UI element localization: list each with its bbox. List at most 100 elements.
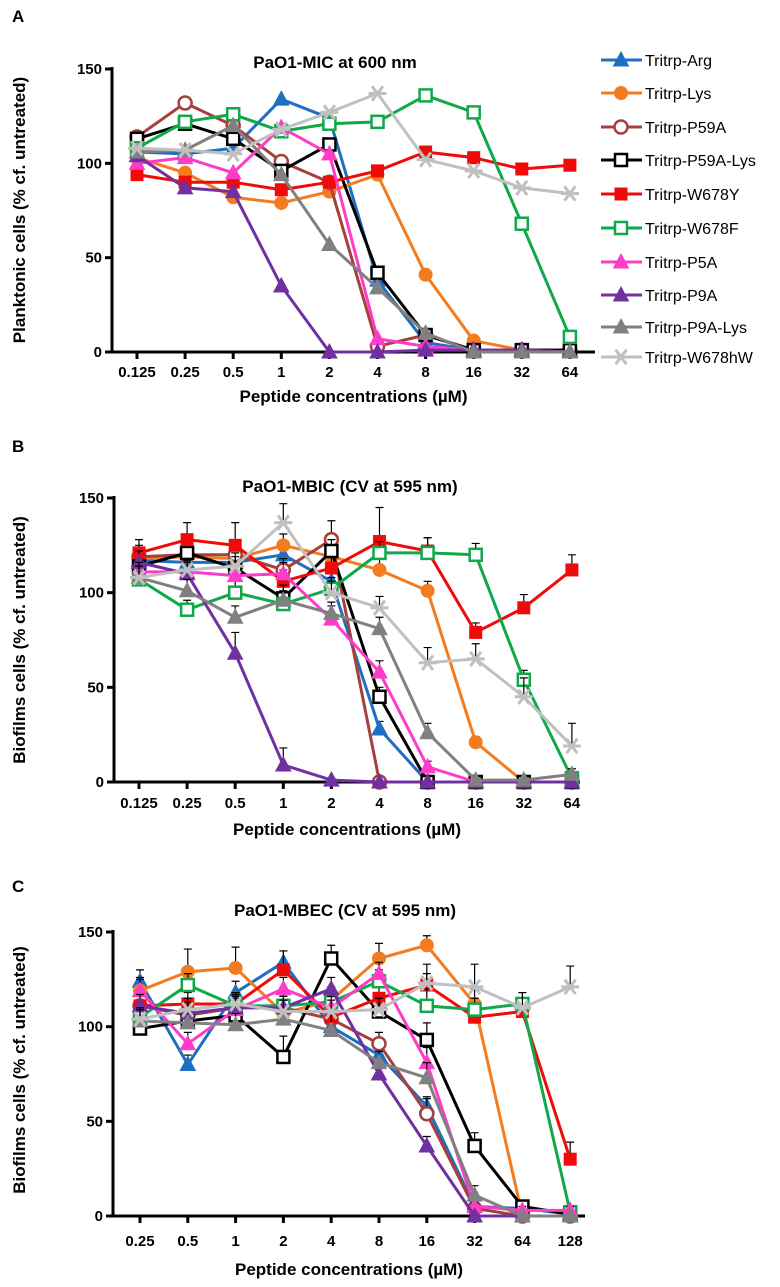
- x-tick-label: 4: [375, 795, 384, 812]
- data-point-stroke: [272, 121, 291, 138]
- data-point: [468, 735, 483, 750]
- chart-title: PaO1-MBEC (CV at 595 nm): [234, 901, 456, 920]
- data-point: [226, 558, 245, 575]
- legend-item: Tritrp-W678F: [601, 220, 739, 238]
- series-tritrp-p9a-lys: [130, 565, 581, 787]
- legend-label: Tritrp-P59A: [645, 120, 727, 137]
- data-point: [225, 131, 241, 147]
- series-line: [138, 551, 574, 779]
- legend-label: Tritrp-W678hW: [645, 350, 754, 367]
- series-line: [138, 538, 572, 784]
- data-point: [130, 569, 148, 586]
- x-tick-label: 1: [231, 1233, 239, 1250]
- error-bar: [470, 963, 479, 987]
- legend: Tritrp-Arg Tritrp-Lys Tritrp-P59A Tritrp-P5…: [601, 50, 756, 367]
- series-tritrp-w678hw: [128, 85, 579, 202]
- data-point: [276, 963, 290, 977]
- error-bar: [135, 561, 143, 578]
- x-tick-label: 0.125: [118, 364, 156, 381]
- y-tick-label: 0: [95, 1208, 103, 1225]
- series-tritrp-p5a: [131, 961, 579, 1217]
- data-point: [561, 1206, 579, 1223]
- data-point-stroke: [464, 162, 483, 179]
- y-tick-label: 150: [79, 490, 104, 507]
- legend-item: Tritrp-P9A: [601, 285, 718, 305]
- y-tick-label: 150: [77, 61, 102, 78]
- data-point: [274, 195, 289, 210]
- data-point: [466, 650, 485, 668]
- data-point: [372, 562, 387, 577]
- data-point: [419, 1106, 435, 1122]
- x-tick-label: 0.5: [225, 795, 246, 812]
- data-point: [465, 978, 484, 996]
- data-point: [466, 1206, 483, 1223]
- data-point-stroke: [513, 999, 532, 1016]
- x-tick-label: 64: [514, 1233, 531, 1250]
- data-point: [370, 265, 385, 281]
- x-tick-label: 2: [325, 364, 333, 381]
- data-point: [226, 608, 244, 624]
- data-point: [370, 1053, 388, 1070]
- data-point: [322, 979, 340, 996]
- data-point: [179, 602, 195, 617]
- x-tick-label: 64: [562, 364, 579, 381]
- data-point: [515, 162, 529, 176]
- data-point: [514, 216, 530, 231]
- x-tick-label: 4: [373, 364, 382, 381]
- data-point: [368, 85, 387, 102]
- data-point: [370, 599, 389, 616]
- data-point: [563, 158, 577, 172]
- data-point: [321, 144, 338, 161]
- legend-label: Tritrp-P5A: [645, 255, 718, 272]
- data-point: [275, 979, 292, 996]
- series-line: [136, 97, 570, 352]
- data-point: [561, 978, 580, 996]
- data-point: [419, 723, 436, 740]
- data-point: [467, 771, 485, 787]
- panel-A: A PaO1-MIC at 600 nm 0 50 100 150 0.125 0.25 0.5…: [10, 7, 595, 406]
- legend-item: Tritrp-P5A: [601, 252, 718, 272]
- data-point: [417, 341, 434, 357]
- data-point: [418, 654, 437, 671]
- data-point: [371, 619, 388, 636]
- data-point: [371, 663, 388, 679]
- panel-letter: C: [12, 877, 24, 896]
- x-tick-label: 0.25: [170, 364, 199, 381]
- data-point: [128, 154, 146, 170]
- x-tick-label: 1: [279, 795, 287, 812]
- data-point-stroke: [130, 569, 148, 586]
- series-tritrp-w678hw: [130, 503, 581, 755]
- error-bar: [422, 963, 431, 984]
- x-tick-label: 0.5: [223, 364, 244, 381]
- x-tick-label: 4: [327, 1233, 336, 1250]
- data-point: [563, 772, 581, 789]
- data-point: [467, 151, 481, 165]
- y-tick-label: 50: [87, 679, 104, 696]
- legend-item: Tritrp-W678hW: [601, 348, 754, 367]
- x-tick-label: 0.25: [125, 1233, 154, 1250]
- series-tritrp-w678f: [129, 88, 578, 345]
- data-point: [467, 1002, 482, 1017]
- x-tick-label: 16: [418, 1233, 435, 1250]
- data-point: [322, 584, 341, 601]
- y-tick-label: 100: [77, 155, 102, 172]
- data-point: [177, 114, 193, 130]
- series-tritrp-arg: [128, 90, 579, 357]
- data-point: [274, 591, 292, 607]
- data-point-stroke: [322, 1003, 341, 1020]
- y-tick-label: 0: [96, 774, 104, 791]
- series-line: [136, 124, 570, 354]
- data-point: [226, 995, 245, 1013]
- data-point: [178, 581, 196, 598]
- data-point: [274, 1003, 293, 1020]
- panel-C: C PaO1-MBEC (CV at 595 nm) 0 50 100 150 0.25 0.…: [10, 877, 585, 1279]
- data-point: [224, 116, 242, 133]
- data-point-stroke: [178, 1001, 197, 1018]
- data-point: [418, 1068, 436, 1085]
- error-bar: [519, 677, 528, 697]
- legend-item: Tritrp-Arg: [601, 50, 712, 70]
- y-axis-label: Biofilms cells (% cf. untreated): [10, 516, 29, 764]
- data-point-stroke: [320, 104, 339, 121]
- data-point: [466, 1186, 483, 1202]
- x-tick-label: 16: [465, 364, 482, 381]
